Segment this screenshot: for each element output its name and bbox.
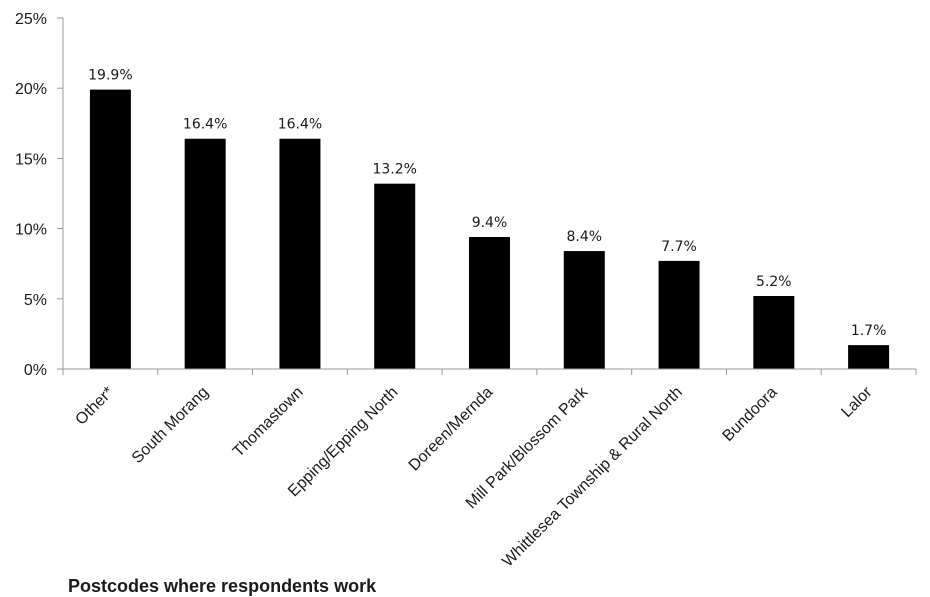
- x-axis-title: Postcodes where respondents work: [68, 576, 377, 596]
- y-tick-label: 0%: [24, 362, 47, 379]
- bar: [184, 138, 226, 369]
- data-label: 19.9%: [88, 68, 132, 84]
- bar: [658, 260, 700, 369]
- y-tick-label: 20%: [15, 81, 47, 98]
- data-labels: 19.9% 16.4% 16.4% 13.2% 9.4% 8.4% 7.7% 5.2% 1.7%: [88, 68, 886, 340]
- data-label: 9.4%: [472, 215, 508, 231]
- data-label: 8.4%: [566, 229, 602, 245]
- bar: [563, 251, 605, 369]
- data-label: 7.7%: [661, 239, 697, 255]
- data-label: 13.2%: [372, 162, 416, 178]
- bar: [374, 183, 416, 369]
- category-label: Thomastown: [230, 384, 307, 461]
- category-labels: Other* South Morang ThomastownEpping/Eppin…: [72, 383, 875, 570]
- data-label: 16.4%: [183, 117, 227, 133]
- y-axis: 0% 5% 10% 15% 20% 25%: [15, 11, 64, 379]
- y-tick-label: 25%: [15, 11, 47, 28]
- category-label: Whittlesea Township & Rural North: [499, 384, 686, 571]
- category-label: Epping/Epping North: [285, 384, 401, 500]
- category-label: Other*: [72, 384, 117, 429]
- category-label: Lalor: [838, 383, 876, 421]
- bar: [753, 295, 795, 369]
- category-label: South Morang: [129, 384, 212, 467]
- data-label: 5.2%: [756, 274, 792, 290]
- bar: [848, 345, 890, 369]
- bars: [89, 89, 890, 369]
- y-tick-label: 10%: [15, 222, 47, 239]
- category-label: Doreen/Mernda: [406, 384, 497, 475]
- bar: [279, 138, 321, 369]
- bar: [89, 89, 131, 369]
- data-label: 16.4%: [278, 117, 322, 133]
- x-axis: [62, 368, 917, 375]
- category-label: Bundoora: [720, 384, 781, 445]
- bar: [469, 237, 510, 369]
- data-label: 1.7%: [851, 323, 887, 339]
- y-tick-label: 5%: [24, 292, 47, 309]
- y-tick-label: 15%: [15, 151, 47, 168]
